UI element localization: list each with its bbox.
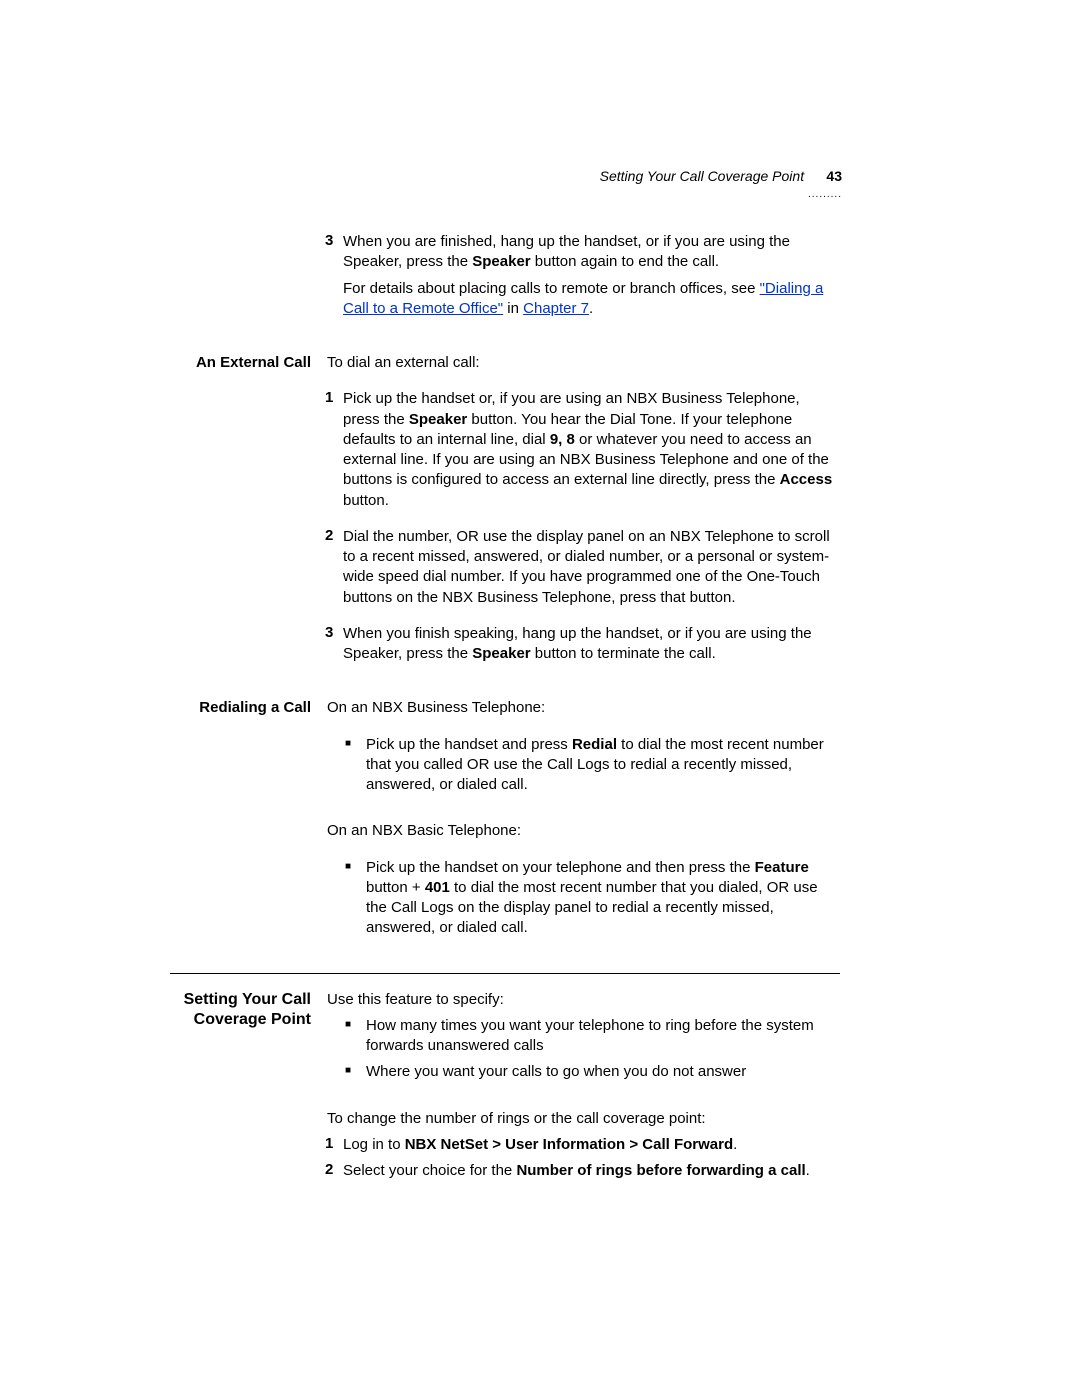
step-number: 3 [325,232,343,249]
section-intro: On an NBX Business Telephone: [327,698,840,718]
bullet-text: Pick up the handset and press Redial to … [366,735,840,796]
list-item: ■ How many times you want your telephone… [345,1016,840,1057]
page-header: Setting Your Call Coverage Point 43 ....… [600,168,842,200]
step-text: When you finish speaking, hang up the ha… [343,624,840,665]
section-label: An External Call [170,353,327,373]
bullet-icon: ■ [345,735,366,753]
step-text: Select your choice for the Number of rin… [343,1161,840,1181]
section-intro: Use this feature to specify: [327,990,840,1010]
step-number: 3 [325,624,343,641]
bullet-icon: ■ [345,1062,366,1080]
section-external-call: An External Call To dial an external cal… [170,353,840,664]
step-text: Dial the number, OR use the display pane… [343,527,840,608]
step-number: 1 [325,1135,343,1152]
list-item: 3 When you finish speaking, hang up the … [327,624,840,665]
section-intro: To dial an external call: [327,353,840,373]
section-label: Redialing a Call [170,698,327,718]
section-label: Setting Your Call Coverage Point [170,990,327,1032]
list-item: 2 Select your choice for the Number of r… [327,1161,840,1181]
bullet-text: Where you want your calls to go when you… [366,1062,840,1082]
note-paragraph: For details about placing calls to remot… [327,279,840,320]
change-instruction: To change the number of rings or the cal… [327,1109,840,1129]
step-text: Pick up the handset or, if you are using… [343,389,840,511]
step-text: When you are finished, hang up the hands… [343,232,840,273]
header-page-number: 43 [826,168,842,184]
step-number: 2 [325,1161,343,1178]
section-redialing: Redialing a Call On an NBX Business Tele… [170,698,840,938]
bullet-icon: ■ [345,858,366,876]
page-content: 3 When you are finished, hang up the han… [170,232,840,1181]
section-intro: On an NBX Basic Telephone: [327,821,840,841]
document-page: Setting Your Call Coverage Point 43 ....… [0,0,1080,1397]
step-text: Log in to NBX NetSet > User Information … [343,1135,840,1155]
bullet-icon: ■ [345,1016,366,1034]
bullet-text: Pick up the handset on your telephone an… [366,858,840,939]
header-dots-icon: ......... [596,189,842,200]
top-continuation: 3 When you are finished, hang up the han… [327,232,840,319]
list-item: ■ Where you want your calls to go when y… [345,1062,840,1082]
list-item: ■ Pick up the handset and press Redial t… [345,735,840,796]
step-number: 2 [325,527,343,544]
step-number: 1 [325,389,343,406]
list-item: 2 Dial the number, OR use the display pa… [327,527,840,608]
list-item: 1 Pick up the handset or, if you are usi… [327,389,840,511]
section-coverage-point: Setting Your Call Coverage Point Use thi… [170,990,840,1182]
bullet-text: How many times you want your telephone t… [366,1016,840,1057]
list-item: ■ Pick up the handset on your telephone … [345,858,840,939]
link-chapter-7[interactable]: Chapter 7 [523,300,589,317]
list-item: 1 Log in to NBX NetSet > User Informatio… [327,1135,840,1155]
header-title: Setting Your Call Coverage Point [600,168,804,184]
list-item: 3 When you are finished, hang up the han… [327,232,840,273]
